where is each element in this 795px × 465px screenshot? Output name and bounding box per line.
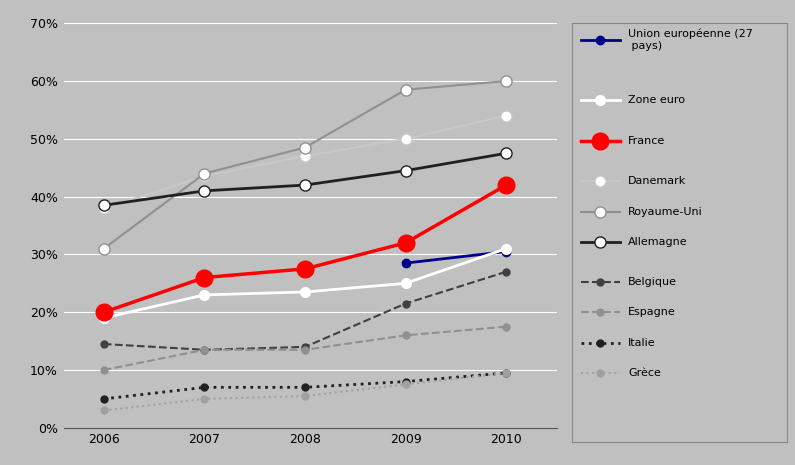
Line: Espagne: Espagne	[100, 323, 510, 373]
Line: France: France	[95, 177, 514, 320]
Italie	[99, 396, 109, 402]
Line: Zone euro: Zone euro	[99, 244, 511, 323]
Espagne	[401, 332, 410, 338]
Text: Union européenne (27
 pays): Union européenne (27 pays)	[628, 29, 753, 51]
Danemark	[502, 113, 511, 119]
Text: Danemark: Danemark	[628, 176, 686, 186]
France	[502, 182, 511, 188]
Danemark	[99, 206, 109, 211]
Royaume-Uni	[200, 171, 209, 176]
Grèce	[401, 382, 410, 387]
Text: Grèce: Grèce	[628, 368, 661, 378]
Line: Royaume-Uni: Royaume-Uni	[99, 75, 512, 254]
Belgique	[301, 344, 310, 350]
Danemark	[401, 136, 410, 142]
Zone euro	[502, 246, 511, 252]
Line: Union européenne (27
 pays): Union européenne (27 pays)	[401, 247, 510, 267]
Grèce	[99, 408, 109, 413]
Union européenne (27
 pays)	[401, 260, 410, 266]
Italie	[301, 385, 310, 390]
Espagne	[200, 347, 209, 352]
Allemagne	[401, 168, 410, 173]
Line: Grèce: Grèce	[100, 369, 510, 414]
France	[401, 240, 410, 246]
Royaume-Uni	[401, 87, 410, 93]
France	[200, 275, 209, 280]
Espagne	[502, 324, 511, 329]
Grèce	[502, 370, 511, 376]
Zone euro	[200, 292, 209, 298]
Allemagne	[502, 151, 511, 156]
Line: Belgique: Belgique	[100, 268, 510, 353]
Grèce	[200, 396, 209, 402]
Grèce	[301, 393, 310, 399]
Italie	[502, 370, 511, 376]
France	[301, 266, 310, 272]
Line: Allemagne: Allemagne	[99, 148, 512, 211]
Danemark	[301, 153, 310, 159]
Espagne	[99, 367, 109, 373]
Zone euro	[401, 280, 410, 286]
Belgique	[200, 347, 209, 352]
Text: Royaume-Uni: Royaume-Uni	[628, 206, 703, 217]
Royaume-Uni	[99, 246, 109, 252]
Line: Italie: Italie	[100, 369, 510, 402]
Allemagne	[301, 182, 310, 188]
Royaume-Uni	[502, 78, 511, 84]
Belgique	[401, 301, 410, 306]
Belgique	[502, 269, 511, 274]
Italie	[401, 379, 410, 385]
Text: France: France	[628, 136, 665, 146]
Zone euro	[301, 289, 310, 295]
Belgique	[99, 341, 109, 347]
Text: Allemagne: Allemagne	[628, 237, 688, 247]
Espagne	[301, 347, 310, 352]
Text: Espagne: Espagne	[628, 307, 676, 318]
Allemagne	[99, 203, 109, 208]
Text: Zone euro: Zone euro	[628, 95, 685, 105]
Zone euro	[99, 315, 109, 321]
Danemark	[200, 173, 209, 179]
Allemagne	[200, 188, 209, 193]
Union européenne (27
 pays)	[502, 249, 511, 254]
Text: Italie: Italie	[628, 338, 656, 347]
France	[99, 309, 109, 315]
Italie	[200, 385, 209, 390]
Royaume-Uni	[301, 145, 310, 150]
Text: Belgique: Belgique	[628, 277, 677, 287]
Line: Danemark: Danemark	[99, 110, 512, 214]
